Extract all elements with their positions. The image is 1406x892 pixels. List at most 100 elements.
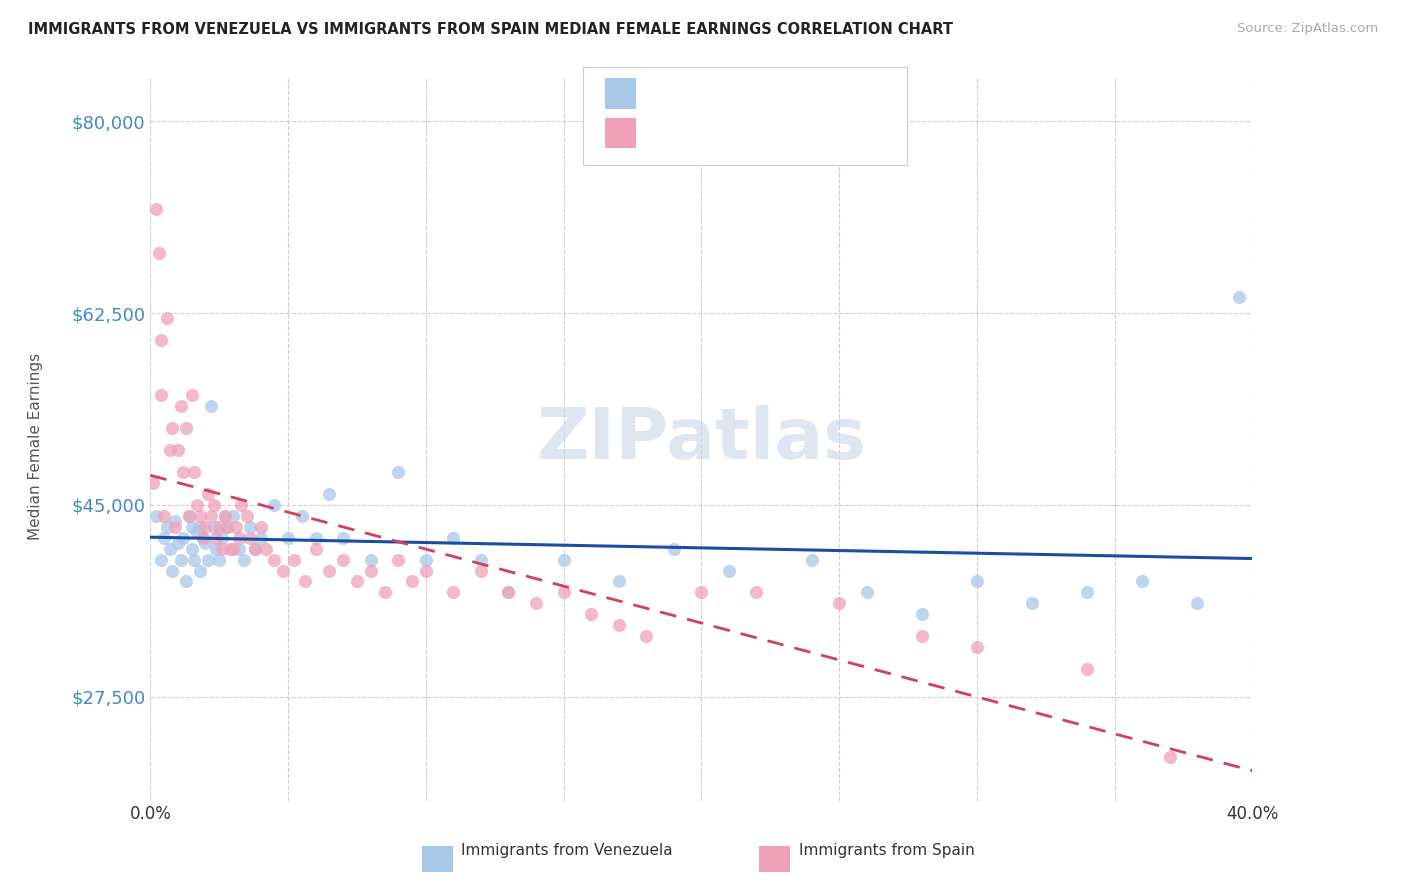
Point [387,552,409,566]
Point [607,618,630,632]
Point [745,585,768,599]
Point [1076,585,1098,599]
Point [294,574,316,589]
Point [191,531,214,545]
Point [188,564,211,578]
Point [415,564,437,578]
Point [360,564,382,578]
Point [167,442,190,457]
Point [156,519,179,533]
Point [197,487,219,501]
Point [243,541,266,556]
Point [162,421,184,435]
Point [263,552,285,566]
Point [167,536,190,550]
Point [228,541,250,556]
Point [236,508,259,523]
Point [387,465,409,479]
Point [911,607,934,622]
Point [717,564,740,578]
Text: Median Female Earnings: Median Female Earnings [28,352,42,540]
Point [231,498,253,512]
Point [165,519,187,533]
Point [202,498,225,512]
Point [470,564,492,578]
Point [346,574,368,589]
Point [159,442,181,457]
Point [217,519,239,533]
Point [360,552,382,566]
Point [911,629,934,643]
Point [191,531,214,545]
Point [636,629,658,643]
Point [222,508,245,523]
Point [238,519,260,533]
Text: IMMIGRANTS FROM VENEZUELA VS IMMIGRANTS FROM SPAIN MEDIAN FEMALE EARNINGS CORREL: IMMIGRANTS FROM VENEZUELA VS IMMIGRANTS … [28,22,953,37]
Point [228,531,250,545]
Point [150,552,173,566]
Point [249,519,271,533]
Point [607,574,630,589]
Point [208,552,231,566]
Point [249,531,271,545]
Point [200,399,222,413]
Point [214,508,236,523]
Point [1187,596,1209,610]
Point [401,574,423,589]
Point [1130,574,1153,589]
Point [150,334,173,348]
Point [318,564,340,578]
Point [332,531,354,545]
Point [498,585,520,599]
Point [205,531,228,545]
Point [142,475,165,490]
Point [174,574,197,589]
Point [263,498,285,512]
Point [441,531,464,545]
Point [690,585,713,599]
Point [233,552,256,566]
Point [214,508,236,523]
Point [441,585,464,599]
Point [174,421,197,435]
Point [966,574,988,589]
Point [188,508,211,523]
Text: Immigrants from Spain: Immigrants from Spain [799,844,974,858]
Point [197,552,219,566]
Point [183,465,205,479]
Text: R = -0.094   N = 67: R = -0.094 N = 67 [647,121,810,139]
Point [553,552,575,566]
Point [202,519,225,533]
Point [415,552,437,566]
Point [148,245,170,260]
Point [305,531,328,545]
Point [305,541,328,556]
Point [200,508,222,523]
Point [183,552,205,566]
Point [162,564,184,578]
Point [243,541,266,556]
Point [222,541,245,556]
Point [208,519,231,533]
Point [169,552,191,566]
Point [169,399,191,413]
Point [277,531,299,545]
Point [180,519,202,533]
Point [318,487,340,501]
Point [153,508,176,523]
Point [553,585,575,599]
Point [800,552,823,566]
Point [159,541,181,556]
Point [1021,596,1043,610]
Point [194,536,217,550]
Point [150,388,173,402]
Text: Immigrants from Venezuela: Immigrants from Venezuela [461,844,673,858]
Point [373,585,395,599]
Point [172,465,194,479]
Point [211,531,233,545]
Text: ZIPatlas: ZIPatlas [536,405,866,474]
Point [180,541,202,556]
Point [177,508,200,523]
Point [194,519,217,533]
Text: Source: ZipAtlas.com: Source: ZipAtlas.com [1237,22,1378,36]
